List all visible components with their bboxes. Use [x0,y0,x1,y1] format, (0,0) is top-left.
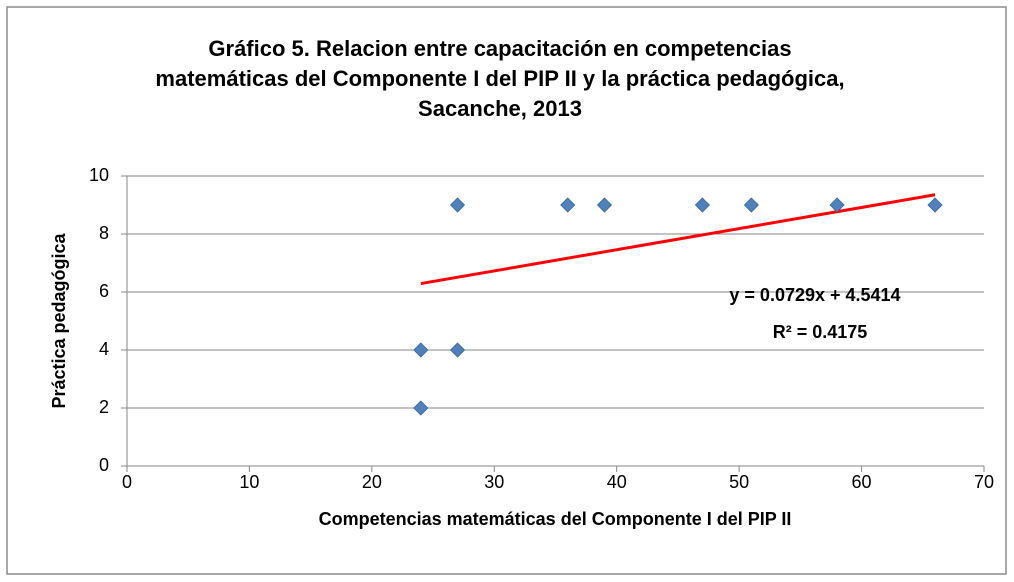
point [927,197,943,213]
chart-title: matemáticas del Componente I del PIP II … [155,66,844,91]
x-tick-label: 50 [729,472,749,492]
y-tick-label: 8 [99,223,109,243]
x-tick-label: 40 [607,472,627,492]
point [449,342,466,358]
point [694,197,710,213]
point [829,197,845,213]
y-tick-label: 4 [99,339,109,359]
point [560,197,576,213]
x-tick-label: 30 [484,472,504,492]
x-tick-label: 60 [852,472,872,492]
y-axis-label: Práctica pedagógica [49,232,69,408]
x-tick-label: 70 [974,472,994,492]
trendline [420,193,936,286]
point [743,197,759,213]
point [413,342,429,358]
chart-title: Gráfico 5. Relacion entre capacitación e… [208,36,791,61]
y-tick-label: 10 [89,165,109,185]
trendline-r2: R² = 0.4175 [773,322,868,342]
point [596,197,613,213]
x-tick-label: 0 [122,472,132,492]
y-tick-label: 2 [99,397,109,417]
x-tick-label: 20 [362,472,382,492]
x-axis-label: Competencias matemáticas del Componente … [319,509,792,529]
chart-frame [6,6,1007,575]
x-tick-label: 10 [239,472,259,492]
point [413,400,429,416]
y-tick-label: 6 [99,281,109,301]
chart-title: Sacanche, 2013 [418,96,582,121]
point [449,197,466,213]
y-tick-label: 0 [99,455,109,475]
trendline-equation: y = 0.0729x + 4.5414 [729,285,900,305]
